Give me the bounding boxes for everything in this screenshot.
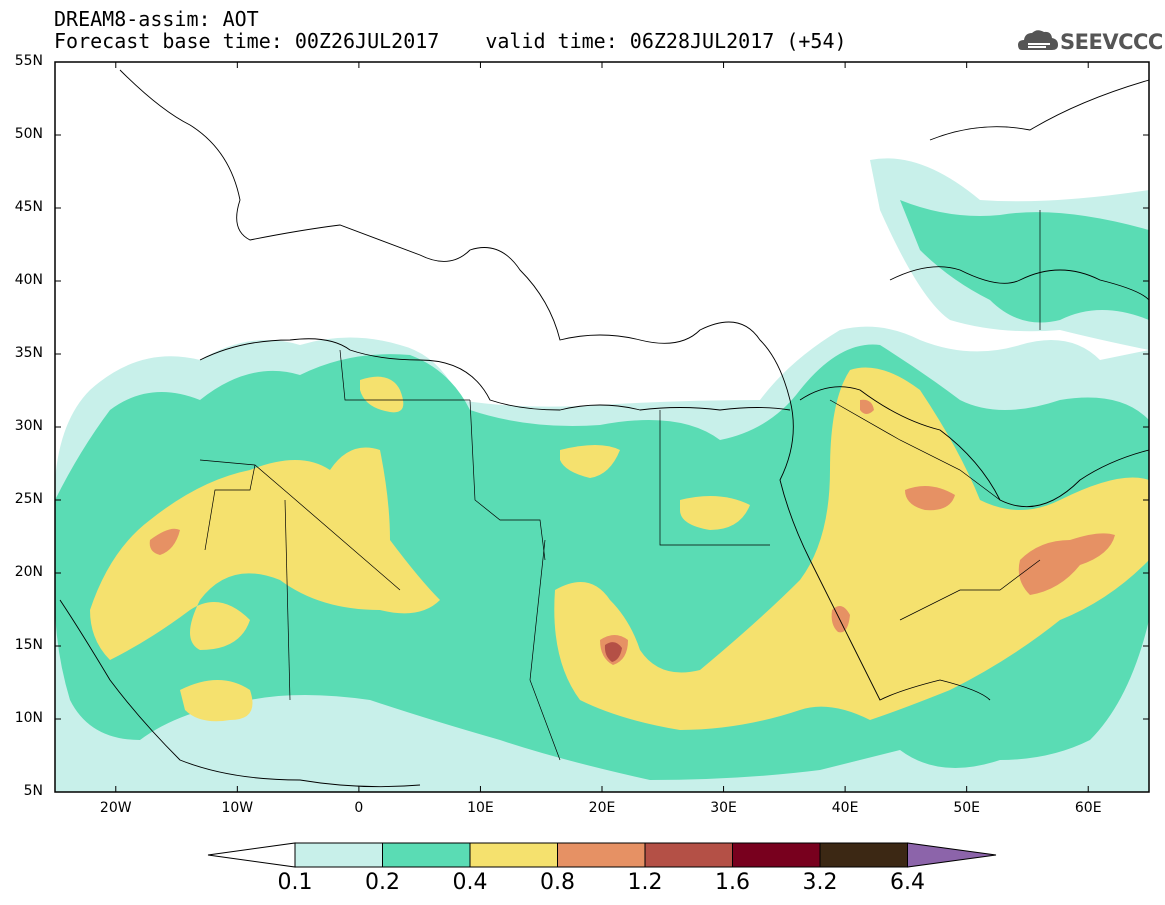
lat-label: 40N [14, 272, 43, 288]
lat-label: 30N [14, 418, 43, 434]
lon-label: 40E [831, 800, 859, 816]
lat-label: 50N [14, 126, 43, 142]
aot-band-0.8 [905, 486, 955, 511]
lat-label: 35N [14, 345, 43, 361]
chart-title: DREAM8-assim: AOT [54, 7, 259, 31]
cloud-icon [1018, 30, 1058, 50]
aot-band-0.8 [149, 528, 180, 555]
aot-band-0.8 [860, 399, 874, 414]
chart-subtitle: Forecast base time: 00Z26JUL2017 valid ti… [54, 30, 847, 52]
aot-band-0.4 [680, 496, 750, 530]
colorbar-label: 0.4 [452, 870, 488, 895]
lat-label: 45N [14, 199, 43, 215]
logo-text: SEEVCCC [1060, 30, 1163, 54]
aot-band-0.4 [180, 680, 253, 722]
aot-band-0.4 [90, 447, 440, 660]
lat-label: 20N [14, 564, 43, 580]
axis-ticks [55, 61, 1149, 793]
colorbar-label: 0.2 [365, 870, 400, 895]
lon-label: 10E [467, 800, 494, 816]
colorbar-arrow-low [207, 842, 296, 868]
colorbar-label: 3.2 [802, 870, 838, 895]
aot-band-0.2 [900, 200, 1149, 323]
lon-label: 30E [710, 800, 737, 816]
colorbar-box [557, 842, 646, 868]
lat-label: 15N [14, 637, 43, 653]
colorbar-box [382, 842, 471, 868]
colorbar-label: 1.6 [715, 870, 750, 895]
lat-label: 55N [14, 53, 43, 69]
colorbar-label: 0.1 [277, 870, 313, 895]
valid-time: valid time: 06Z28JUL2017 (+54) [485, 29, 847, 53]
aot-band-1.2 [604, 642, 622, 662]
aot-field [55, 69, 1149, 792]
colorbar-label: 0.8 [540, 870, 575, 895]
lon-label: 20E [588, 800, 616, 816]
aot-band-0.4 [560, 445, 620, 478]
colorbar-box [294, 842, 383, 868]
borders [199, 210, 1041, 761]
colorbar-arrow-high [907, 842, 997, 868]
lon-label: 0 [354, 800, 364, 816]
lon-label: 60E [1074, 800, 1102, 816]
lat-label: 25N [14, 491, 43, 507]
colorbar-label: 1.2 [627, 870, 663, 895]
colorbar-box [644, 842, 733, 868]
colorbar-box [819, 842, 908, 868]
colorbar-label: 6.4 [890, 870, 925, 895]
base-time: Forecast base time: 00Z26JUL2017 [54, 29, 440, 53]
lat-label: 10N [14, 710, 43, 726]
lon-label: 50E [953, 800, 980, 816]
coastlines [59, 69, 1149, 788]
lon-label: 10W [221, 800, 254, 816]
lat-label: 5N [23, 783, 43, 799]
aot-band-0.8 [1018, 533, 1115, 595]
aot-band-0.4 [360, 376, 404, 413]
lon-label: 20W [99, 800, 132, 816]
aot-band-0.4 [554, 367, 1149, 730]
colorbar-box [469, 842, 558, 868]
colorbar-box [732, 842, 821, 868]
